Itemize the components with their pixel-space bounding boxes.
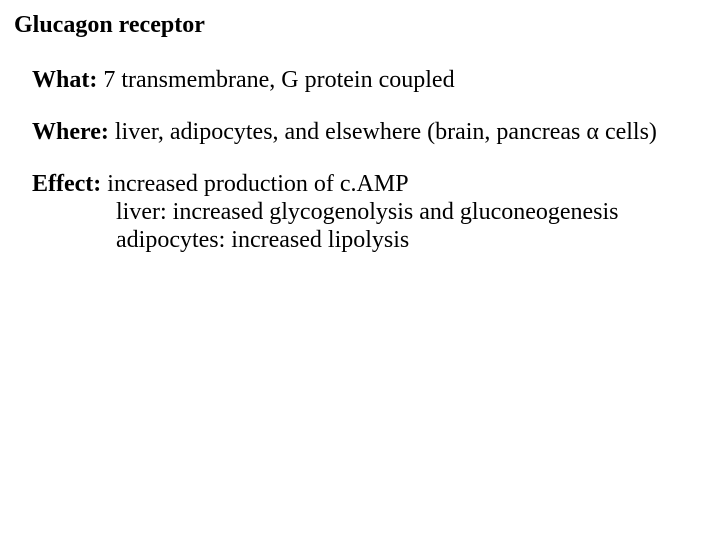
effect-text-1: increased production of c.AMP bbox=[107, 171, 408, 197]
effect-line-2: liver: increased glycogenolysis and gluc… bbox=[116, 200, 619, 224]
effect-line-3: adipocytes: increased lipolysis bbox=[116, 228, 409, 252]
slide-title: Glucagon receptor bbox=[14, 12, 205, 39]
effect-label: Effect: bbox=[32, 171, 107, 197]
what-text: 7 transmembrane, G protein coupled bbox=[103, 67, 454, 93]
what-label: What: bbox=[32, 67, 103, 93]
effect-line-1: Effect: increased production of c.AMP bbox=[32, 172, 409, 196]
what-line: What: 7 transmembrane, G protein coupled bbox=[32, 68, 455, 92]
where-label: Where: bbox=[32, 119, 115, 145]
where-line: Where: liver, adipocytes, and elsewhere … bbox=[32, 120, 657, 144]
slide: Glucagon receptor What: 7 transmembrane,… bbox=[0, 0, 720, 540]
where-text: liver, adipocytes, and elsewhere (brain,… bbox=[115, 119, 657, 145]
